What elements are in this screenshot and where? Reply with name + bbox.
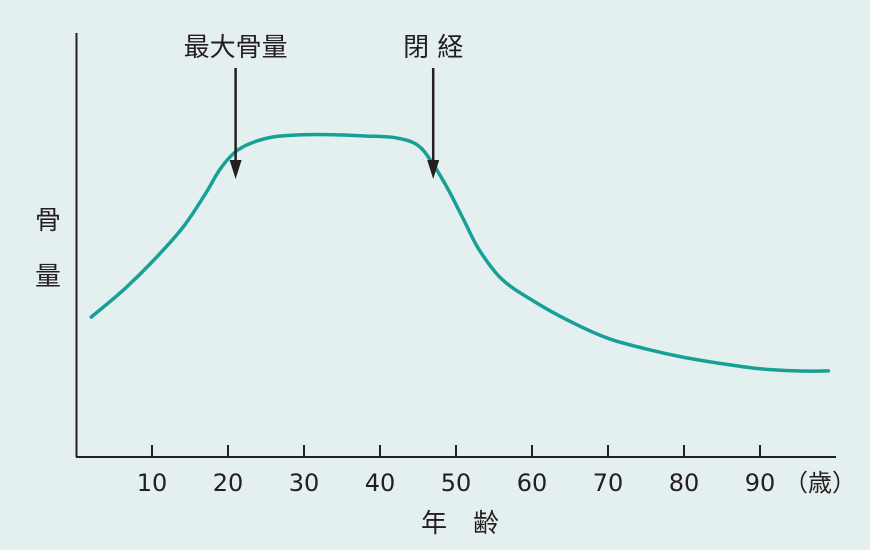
axes: [75, 33, 836, 458]
annotation-arrow-head-2: [427, 160, 440, 179]
x-tick-label-80: 80: [669, 469, 700, 497]
x-tick-label-90: 90: [745, 469, 776, 497]
x-tick-label-30: 30: [289, 469, 320, 497]
x-tick-label-60: 60: [517, 469, 548, 497]
bone-mass-curve: [89, 132, 831, 373]
annotation-1: 最大骨量: [184, 33, 288, 179]
x-tick-label-70: 70: [593, 469, 624, 497]
annotation-label-1: 最大骨量: [184, 33, 288, 63]
x-tick-label-20: 20: [213, 469, 244, 497]
x-ticks: [151, 445, 761, 457]
y-axis-title-char-1: 骨: [35, 206, 61, 236]
x-axis-title: 年 齢: [421, 509, 499, 539]
x-tick-label-10: 10: [137, 469, 168, 497]
annotations: 最大骨量 閉 経: [184, 33, 463, 179]
annotation-2: 閉 経: [403, 33, 463, 179]
y-axis-title-char-2: 量: [35, 262, 61, 292]
x-tick-label-40: 40: [365, 469, 396, 497]
annotation-label-2: 閉 経: [403, 33, 463, 63]
x-tick-label-50: 50: [441, 469, 472, 497]
x-tick-labels: 10 20 30 40 50 60 70 80 90: [137, 469, 776, 497]
x-axis-unit: （歳）: [784, 469, 856, 497]
annotation-arrow-head-1: [229, 160, 242, 179]
